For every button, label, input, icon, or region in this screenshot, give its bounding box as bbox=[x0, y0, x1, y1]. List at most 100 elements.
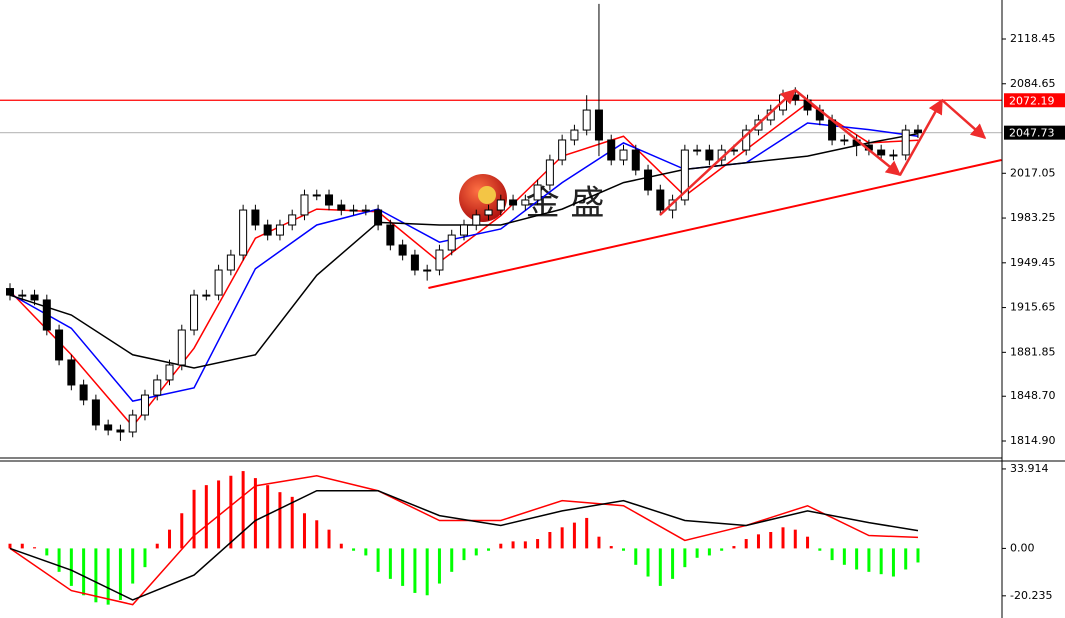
y-tick-label: 1915.65 bbox=[1010, 301, 1056, 314]
histogram-bar bbox=[683, 548, 687, 568]
histogram-bar bbox=[217, 480, 221, 549]
candle-body bbox=[312, 194, 321, 197]
histogram-bar bbox=[376, 548, 380, 572]
histogram-bar bbox=[302, 513, 306, 549]
histogram-bar bbox=[904, 548, 908, 570]
candle-body bbox=[521, 199, 530, 206]
candle-body bbox=[410, 254, 419, 271]
candle-body bbox=[558, 139, 567, 161]
candle-body bbox=[435, 249, 444, 271]
indicator-line bbox=[9, 132, 919, 369]
histogram-bar bbox=[253, 478, 257, 549]
histogram-bar bbox=[916, 548, 920, 563]
histogram-bar bbox=[388, 548, 392, 579]
histogram-bar bbox=[118, 548, 122, 600]
price-label-box bbox=[1004, 125, 1065, 140]
candle-body bbox=[116, 429, 125, 433]
y-tick-label: 2084.65 bbox=[1010, 77, 1056, 90]
candle-body bbox=[79, 384, 88, 401]
histogram-bar bbox=[131, 548, 135, 584]
histogram-bar bbox=[744, 539, 748, 549]
candle-body bbox=[300, 194, 309, 216]
histogram-bar bbox=[204, 485, 208, 549]
candle-body bbox=[55, 329, 64, 361]
candle-body bbox=[288, 214, 297, 226]
histogram-bar bbox=[437, 548, 441, 584]
candle-body bbox=[901, 129, 910, 156]
histogram-bar bbox=[45, 548, 49, 556]
histogram-bar bbox=[462, 548, 466, 561]
candle-body bbox=[545, 159, 554, 186]
candle-body bbox=[496, 199, 505, 211]
histogram-bar bbox=[94, 548, 98, 603]
candle-body bbox=[680, 149, 689, 201]
candle-body bbox=[913, 129, 922, 134]
y-tick-label: 33.914 bbox=[1010, 462, 1049, 475]
candle-body bbox=[104, 424, 113, 431]
candle-body bbox=[447, 234, 456, 251]
histogram-bar bbox=[695, 548, 699, 558]
histogram-bar bbox=[732, 546, 736, 549]
histogram-bar bbox=[523, 541, 527, 549]
histogram-bar bbox=[278, 492, 282, 549]
candle-body bbox=[140, 394, 149, 416]
histogram-bar bbox=[879, 548, 883, 575]
candle-body bbox=[374, 209, 383, 226]
y-tick-label: 1814.90 bbox=[1010, 434, 1056, 447]
candle-body bbox=[361, 209, 370, 212]
histogram-bar bbox=[842, 548, 846, 565]
indicator-line bbox=[9, 490, 919, 601]
histogram-bar bbox=[487, 548, 491, 551]
candle-body bbox=[398, 244, 407, 256]
histogram-bar bbox=[855, 548, 859, 570]
histogram-bar bbox=[229, 475, 233, 549]
histogram-bar bbox=[20, 543, 24, 549]
y-tick-label: 2017.05 bbox=[1010, 166, 1056, 179]
histogram-bar bbox=[155, 543, 159, 549]
histogram-bar bbox=[499, 543, 503, 549]
histogram-bar bbox=[82, 548, 86, 596]
histogram-bar bbox=[658, 548, 662, 586]
histogram-bar bbox=[327, 529, 331, 549]
candle-body bbox=[656, 189, 665, 211]
histogram-bar bbox=[192, 489, 196, 549]
histogram-bar bbox=[707, 548, 711, 556]
y-tick-label: 1949.45 bbox=[1010, 256, 1056, 269]
histogram-bar bbox=[8, 543, 12, 549]
histogram-bar bbox=[548, 532, 552, 549]
y-tick-label: 1881.85 bbox=[1010, 345, 1056, 358]
price-label: 2072.19 bbox=[1009, 94, 1055, 107]
y-tick-label: -20.235 bbox=[1010, 589, 1052, 602]
candle-body bbox=[533, 184, 542, 201]
histogram-bar bbox=[352, 548, 356, 551]
candle-body bbox=[791, 94, 800, 101]
histogram-bar bbox=[143, 548, 147, 568]
candle-body bbox=[631, 149, 640, 171]
histogram-bar bbox=[57, 548, 61, 572]
candle-body bbox=[570, 129, 579, 141]
histogram-bar bbox=[720, 548, 724, 551]
histogram-bar bbox=[572, 522, 576, 549]
histogram-bar bbox=[290, 496, 294, 549]
histogram-bar bbox=[793, 529, 797, 549]
candle-body bbox=[594, 109, 603, 141]
candle-body bbox=[484, 209, 493, 216]
histogram-bar bbox=[585, 517, 589, 549]
price-label-box bbox=[1004, 93, 1065, 108]
candle-body bbox=[153, 379, 162, 396]
histogram-bar bbox=[818, 548, 822, 551]
histogram-bar bbox=[622, 548, 625, 551]
y-tick-label: 1983.25 bbox=[1010, 211, 1056, 224]
histogram-bar bbox=[266, 485, 270, 549]
candle-body bbox=[275, 224, 284, 236]
logo bbox=[459, 174, 507, 222]
candle-body bbox=[509, 199, 518, 206]
histogram-bar bbox=[364, 548, 368, 556]
candle-body bbox=[472, 214, 481, 226]
histogram-bar bbox=[474, 548, 478, 556]
candle-body bbox=[337, 204, 346, 211]
candle-body bbox=[202, 294, 211, 297]
candle-body bbox=[165, 364, 174, 381]
